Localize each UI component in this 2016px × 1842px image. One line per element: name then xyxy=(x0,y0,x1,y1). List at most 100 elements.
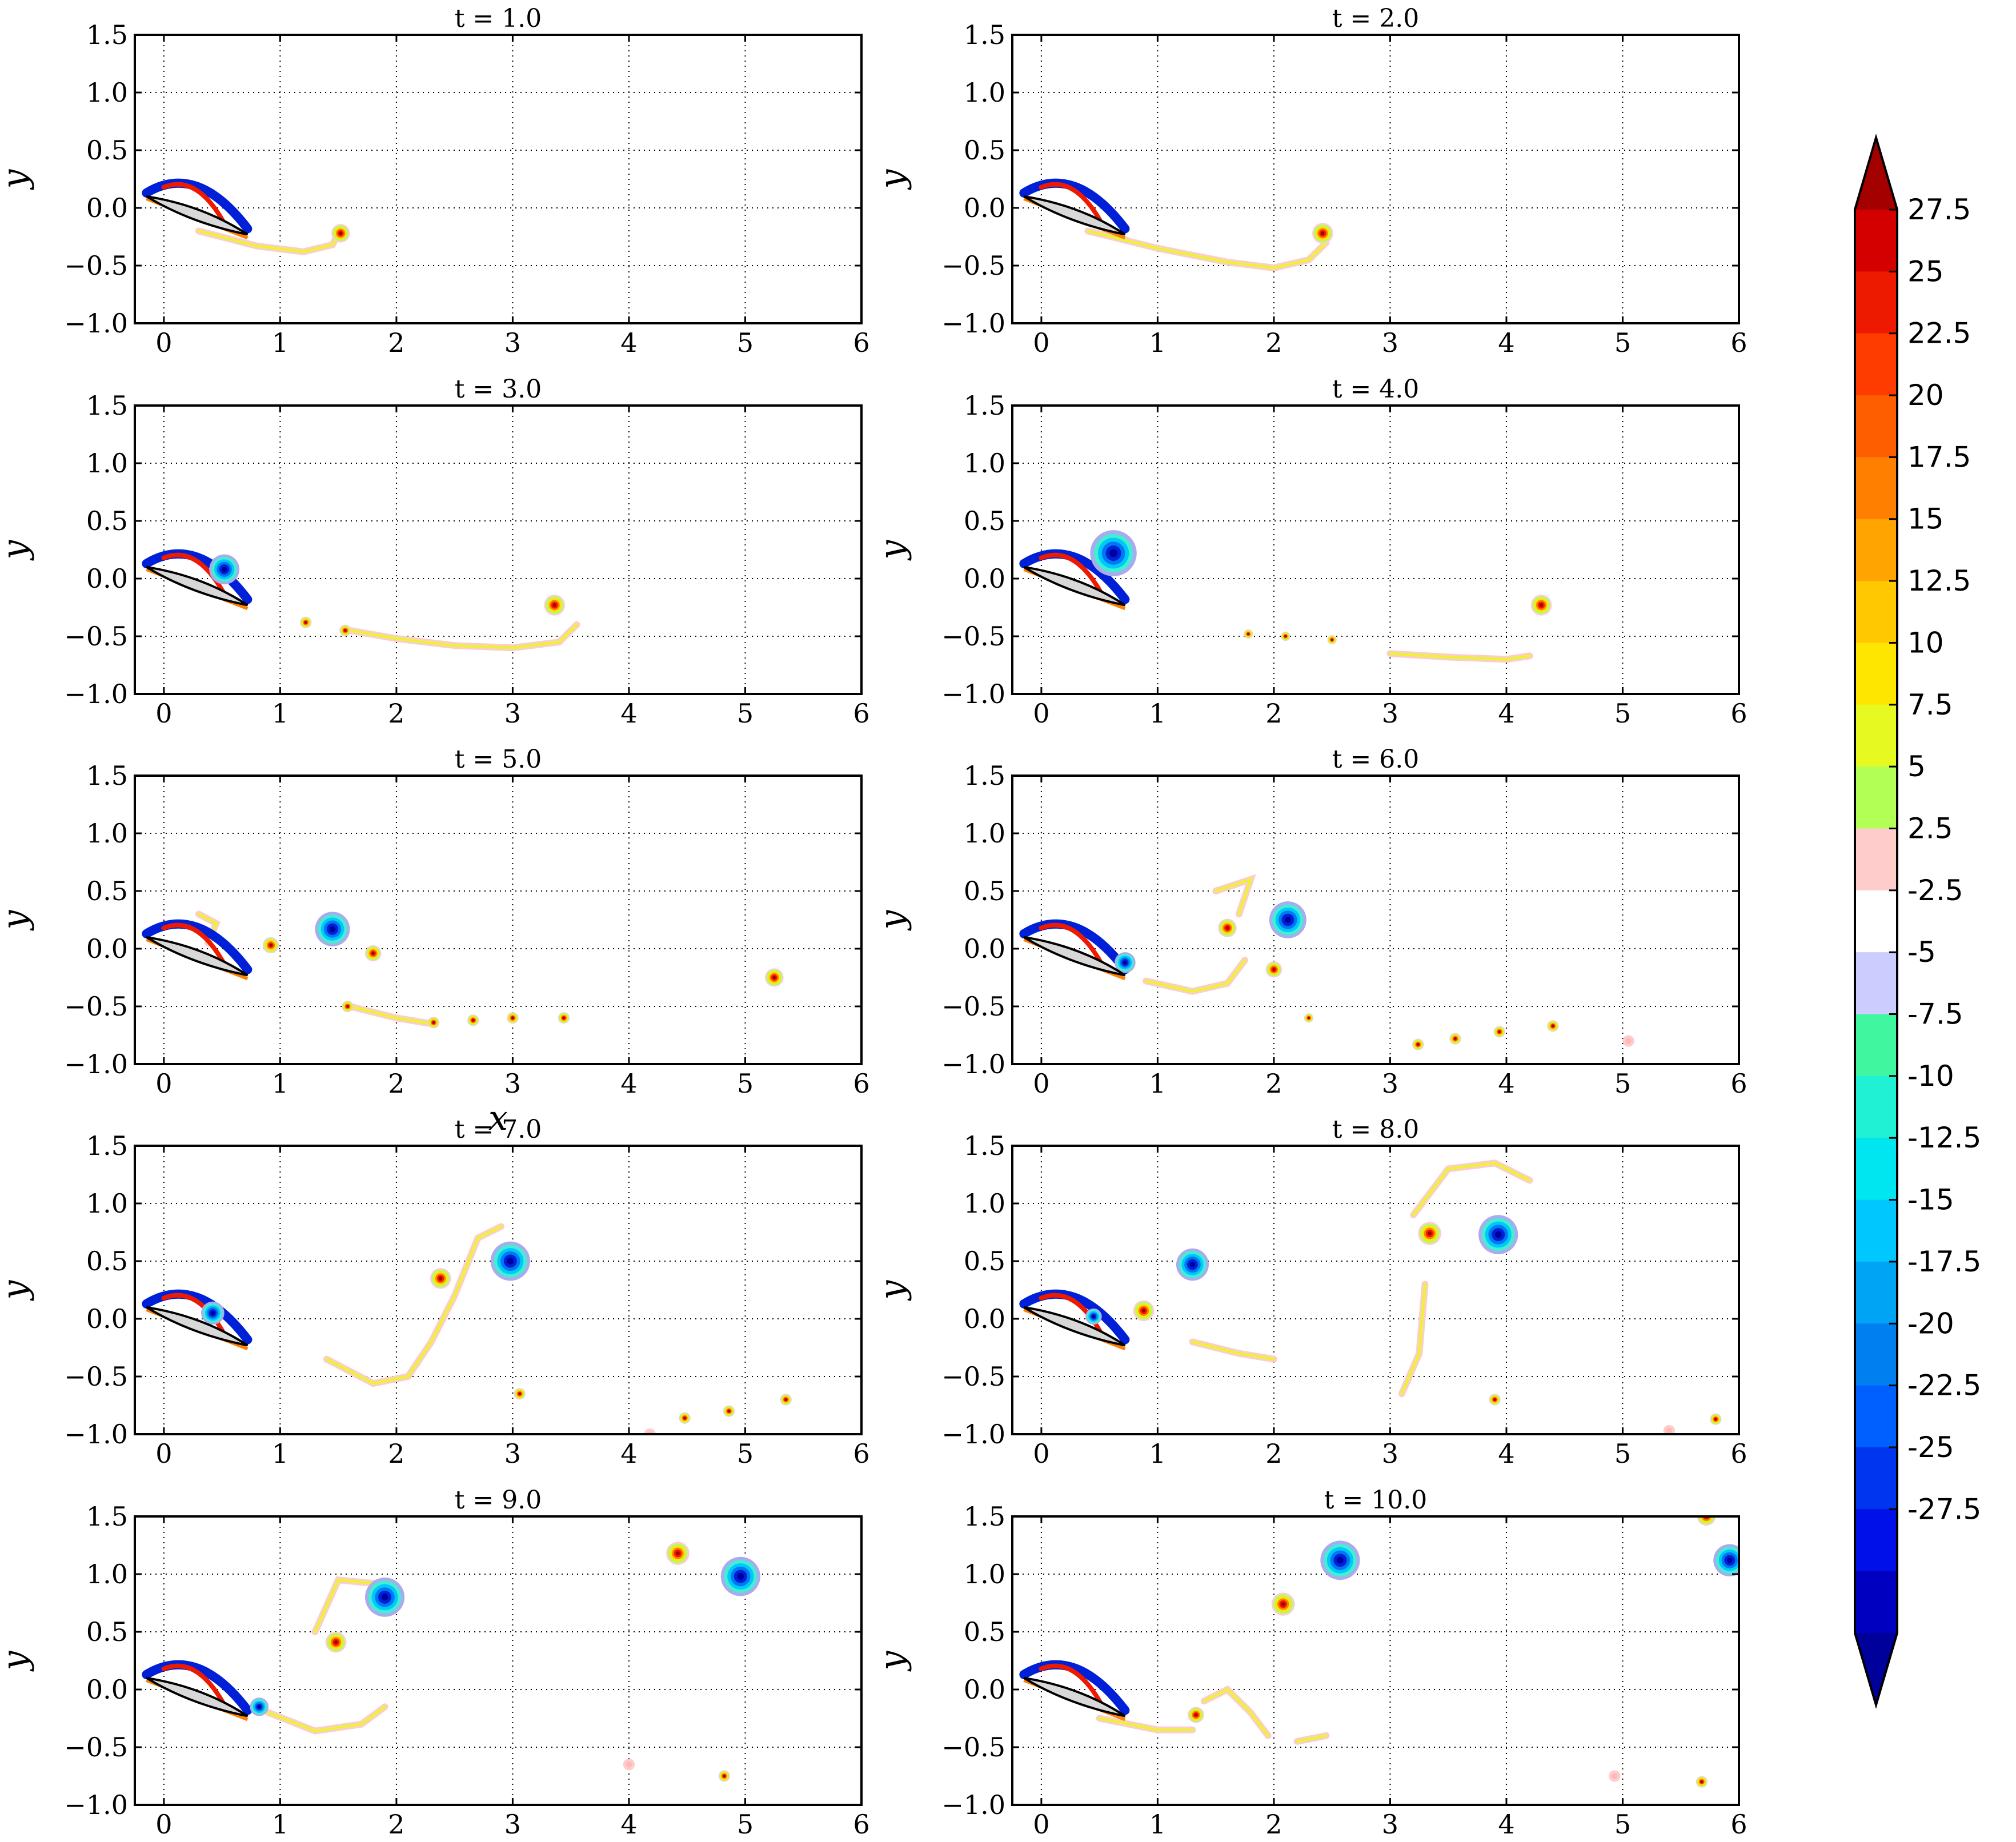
x-tick-label: 0 xyxy=(155,1438,172,1469)
x-tick-label: 0 xyxy=(155,1809,172,1840)
positive-vortex xyxy=(1449,1033,1461,1045)
x-tick-label: 3 xyxy=(1382,327,1398,358)
negative-vortex xyxy=(1090,530,1137,576)
grid xyxy=(135,1146,862,1434)
tick-labels: 0 1 2 3 4 5 6 1.5 1.0 0.5 0.0 −0.5 −1.0 xyxy=(941,1501,1747,1840)
y-tick-label: 1.0 xyxy=(86,818,128,849)
x-tick-label: 4 xyxy=(620,1809,637,1840)
tick-labels: 0 1 2 3 4 5 6 1.5 1.0 0.5 0.0 −0.5 −1.0 xyxy=(64,1130,869,1469)
positive-vortex xyxy=(467,1014,479,1026)
x-tick-label: 1 xyxy=(1149,1809,1166,1840)
leading-edge-vorticity xyxy=(1039,922,1105,968)
x-tick-label: 1 xyxy=(272,327,288,358)
axes-frame xyxy=(1011,1515,1740,1806)
positive-vortex xyxy=(1244,629,1253,639)
colorbar-band xyxy=(1855,643,1897,705)
x-tick-label: 2 xyxy=(388,1068,404,1099)
positive-vortex xyxy=(507,1012,519,1024)
positive-vortex xyxy=(1489,1394,1501,1406)
y-tick-label: 0.5 xyxy=(86,135,128,166)
x-tick-label: 1 xyxy=(1149,698,1166,729)
airfoil xyxy=(1023,936,1126,977)
y-tick-label: −0.5 xyxy=(64,991,128,1022)
x-tick-label: 4 xyxy=(1498,1438,1514,1469)
vortex-sheet-filament xyxy=(311,1576,377,1635)
y-axis-label: y xyxy=(872,909,912,931)
vortex-sheet-core xyxy=(1203,1687,1270,1737)
positive-vortex xyxy=(1710,1413,1722,1425)
grid xyxy=(1012,1146,1740,1434)
colorbar-band xyxy=(1855,890,1897,953)
leading-edge-vorticity xyxy=(161,922,227,968)
x-tick-label: 4 xyxy=(1498,1809,1514,1840)
vortex-sheet-core xyxy=(1296,1734,1328,1743)
tick-labels: 0 1 2 3 4 5 6 1.5 1.0 0.5 0.0 −0.5 −1.0 xyxy=(941,19,1747,358)
subplot-title: t = 3.0 xyxy=(455,375,542,404)
x-tick-label: 0 xyxy=(155,327,172,358)
colorbar-tick-label: 10 xyxy=(1907,626,1944,659)
positive-vortex xyxy=(331,224,350,243)
x-tick-label: 1 xyxy=(1149,327,1166,358)
colorbar-tick-label: 25 xyxy=(1907,255,1944,288)
tick-labels: 0 1 2 3 4 5 6 1.5 1.0 0.5 0.0 −0.5 −1.0 xyxy=(64,1501,869,1840)
x-tick-label: 1 xyxy=(272,698,288,729)
y-tick-label: 0.0 xyxy=(86,1303,128,1334)
y-tick-label: 0.5 xyxy=(86,1616,128,1647)
positive-vortex xyxy=(1530,595,1552,616)
colorbar: 27.5 25 22.5 20 17.5 15 12.5 10 7.5 5 2.5 -2.5 -5 -7.… xyxy=(1854,133,1981,1709)
y-tick-label: 1.0 xyxy=(86,448,128,479)
subplot-title: t = 7.0 xyxy=(455,1115,542,1144)
x-tick-label: 6 xyxy=(1730,327,1747,358)
x-tick-label: 4 xyxy=(1498,698,1514,729)
colorbar-tick-label: -25 xyxy=(1907,1431,1954,1464)
subplot-1: 0 1 2 3 4 5 6 1.5 1.0 0.5 0.0 −0.5 −1.0 y t = 1.0 xyxy=(0,4,870,358)
subplot-8: 0 1 2 3 4 5 6 1.5 1.0 0.5 0.0 −0.5 −1.0 y t = 8.0 xyxy=(872,1115,1748,1469)
positive-vortex xyxy=(299,616,312,628)
subplot-4: 0 1 2 3 4 5 6 1.5 1.0 0.5 0.0 −0.5 −1.0 y t = 4.0 xyxy=(872,375,1748,729)
negative-vortex xyxy=(1176,1248,1209,1281)
x-tick-label: 5 xyxy=(737,327,754,358)
y-tick-label: 1.5 xyxy=(86,390,128,421)
x-tick-label: 3 xyxy=(504,698,521,729)
leading-edge-vorticity xyxy=(161,1293,227,1338)
vortex-sheet-filament xyxy=(323,1223,505,1387)
positive-vortex xyxy=(623,1759,635,1771)
subplot-7: 0 1 2 3 4 5 6 1.5 1.0 0.5 0.0 −0.5 −1.0 y t = 7.0 xyxy=(0,1115,870,1469)
positive-vortex xyxy=(1133,1300,1155,1322)
x-tick-label: 3 xyxy=(1382,1809,1398,1840)
colorbar-tick-label: 20 xyxy=(1907,379,1944,412)
colorbar-band xyxy=(1855,952,1897,1015)
subplot-title: t = 4.0 xyxy=(1332,375,1420,404)
y-tick-label: −1.0 xyxy=(64,1789,128,1820)
x-tick-label: 5 xyxy=(737,1438,754,1469)
grid xyxy=(135,1516,862,1805)
x-tick-label: 1 xyxy=(1149,1438,1166,1469)
colorbar-extend-max xyxy=(1855,138,1897,210)
vortex-sheet-core xyxy=(1400,1282,1426,1395)
colorbar-extend-min xyxy=(1855,1633,1897,1705)
x-tick-label: 6 xyxy=(853,1809,869,1840)
leading-edge-vorticity xyxy=(161,552,227,597)
colorbar-band xyxy=(1855,333,1897,396)
y-axis-label: y xyxy=(872,1279,912,1301)
axes-frame xyxy=(134,1515,863,1806)
vorticity-field xyxy=(142,910,784,1029)
colorbar-band xyxy=(1855,828,1897,891)
y-tick-label: 0.0 xyxy=(964,1674,1005,1705)
vorticity-field xyxy=(1019,530,1552,663)
x-tick-label: 5 xyxy=(1614,1809,1631,1840)
negative-vortex xyxy=(490,1241,530,1281)
negative-vortex xyxy=(720,1556,760,1596)
leading-edge-vorticity xyxy=(1039,1663,1105,1708)
y-axis-label: y xyxy=(0,539,35,561)
colorbar-tick-label: -10 xyxy=(1907,1060,1954,1093)
axes-frame xyxy=(1011,404,1740,695)
negative-vortex xyxy=(1320,1540,1360,1580)
y-tick-label: −1.0 xyxy=(941,1049,1005,1079)
positive-vortex xyxy=(1609,1770,1621,1782)
x-tick-label: 3 xyxy=(504,327,521,358)
y-axis-label: y xyxy=(0,909,35,931)
y-tick-label: 1.0 xyxy=(86,77,128,108)
y-tick-label: 1.0 xyxy=(964,77,1005,108)
vortex-sheet-core xyxy=(348,1005,433,1025)
